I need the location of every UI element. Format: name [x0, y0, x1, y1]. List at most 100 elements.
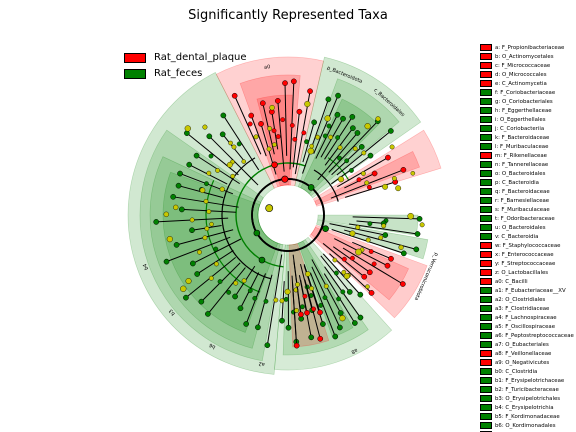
legend-label-dental-plaque: Rat_dental_plaque — [154, 52, 247, 63]
taxa-legend-item: y: F_Streptococcaceae — [480, 259, 576, 268]
taxa-legend-swatch — [480, 368, 492, 375]
taxa-legend-item: s: F_Muribaculaceae — [480, 205, 576, 214]
leaf-node — [194, 271, 201, 277]
internal-node — [350, 255, 355, 261]
taxa-legend-label: d: O_Micrococcales — [495, 71, 547, 78]
clade-label: a0 — [264, 64, 271, 71]
internal-node — [341, 256, 347, 262]
taxa-legend-label: b: O_Actinomycetales — [495, 53, 554, 60]
legend-swatch-green — [124, 68, 146, 79]
taxa-legend-item: l: F_Muribaculaceae — [480, 142, 576, 151]
internal-node — [311, 306, 317, 312]
taxa-legend-label: c: F_Micrococcaceae — [495, 62, 551, 69]
taxa-legend-label: r: F_Barnesiellaceae — [495, 197, 550, 204]
nonsignificant-node — [337, 176, 345, 183]
leaf-node — [350, 125, 356, 131]
internal-node — [283, 296, 289, 302]
taxa-legend-item: b5: F_Kordimonadaceae — [480, 412, 576, 421]
nonsignificant-node — [269, 104, 275, 111]
taxa-legend-label: f: F_Coriobacteriaceae — [495, 89, 556, 96]
internal-node — [300, 304, 305, 310]
leaf-node — [337, 324, 343, 331]
nonsignificant-node — [375, 116, 381, 122]
tree-branch — [166, 236, 231, 263]
internal-node — [279, 298, 285, 304]
internal-node — [328, 134, 333, 140]
leaf-node — [371, 170, 378, 177]
internal-node — [204, 226, 210, 232]
taxa-legend-item: t: F_Odoribacteraceae — [480, 214, 576, 223]
taxa-legend-swatch — [480, 395, 492, 402]
internal-node — [206, 209, 212, 215]
taxa-legend-label: j: C_Coriobacteriia — [495, 125, 545, 132]
taxa-legend-swatch — [480, 224, 492, 231]
leaf-node — [170, 193, 177, 200]
taxa-legend-swatch — [480, 62, 492, 69]
internal-node — [208, 275, 214, 281]
leaf-node — [274, 98, 281, 104]
nonsignificant-node — [184, 125, 191, 132]
taxa-legend-swatch — [480, 125, 492, 132]
taxa-legend-label: m: F_Rikenellaceae — [495, 152, 547, 159]
nonsignificant-node — [230, 173, 236, 179]
internal-node — [309, 286, 315, 291]
nonsignificant-node — [209, 221, 214, 227]
taxa-legend-label: e: C_Actinomycetia — [495, 80, 547, 87]
taxa-legend-label: b0: C_Clostridia — [495, 368, 538, 375]
taxa-legend-swatch — [480, 152, 492, 159]
taxa-legend-item: a4: F_Lachnospiraceae — [480, 313, 576, 322]
taxa-legend-item: a: F_Propionibacteriaceae — [480, 43, 576, 52]
key-internal-node — [307, 184, 315, 191]
leaf-node — [325, 96, 332, 103]
nonsignificant-node — [284, 288, 291, 295]
taxa-legend-item: i: O_Eggerthellales — [480, 115, 576, 124]
leaf-node — [189, 227, 195, 234]
taxa-legend-swatch — [480, 161, 492, 168]
internal-node — [344, 158, 350, 164]
taxa-legend-swatch — [480, 134, 492, 141]
nonsignificant-node — [309, 143, 314, 149]
leaf-node — [231, 92, 238, 99]
tree-branch — [207, 267, 246, 315]
figure-title: Significantly Represented Taxa — [188, 8, 388, 23]
taxa-legend-swatch — [480, 386, 492, 393]
taxa-legend-item: c: F_Micrococcaceae — [480, 61, 576, 70]
taxa-legend-label: p: C_Bacteroidia — [495, 179, 539, 186]
leaf-node — [361, 273, 368, 280]
tree-branch-arc — [313, 169, 339, 202]
nonsignificant-node — [307, 147, 315, 155]
leaf-node — [177, 170, 183, 177]
internal-node — [335, 135, 341, 140]
taxa-legend-item: b0: C_Clostridia — [480, 367, 576, 376]
leaf-node — [349, 114, 356, 120]
tree-branch-arc — [221, 157, 272, 280]
internal-node — [302, 293, 308, 299]
taxa-legend-label: o: O_Bacteroidales — [495, 170, 546, 177]
taxa-legend-item: q: F_Bacteroidaceae — [480, 187, 576, 196]
internal-node — [275, 134, 281, 139]
leaf-node — [285, 324, 292, 331]
taxa-legend-swatch — [480, 170, 492, 177]
taxa-legend-swatch — [480, 215, 492, 222]
taxa-legend-label: g: O_Coriobacteriales — [495, 98, 553, 105]
taxa-legend-label: h: F_Eggerthellaceae — [495, 107, 552, 114]
nonsignificant-node — [419, 222, 425, 228]
leaf-node — [304, 309, 310, 316]
leaf-node — [163, 258, 170, 265]
internal-node — [381, 223, 387, 229]
taxa-legend-label: y: F_Streptococcaceae — [495, 260, 556, 267]
key-internal-node — [271, 161, 278, 169]
taxa-legend-item: h: F_Eggerthellaceae — [480, 106, 576, 115]
taxa-legend-swatch — [480, 359, 492, 366]
internal-node — [295, 282, 300, 287]
legend-swatch-red — [124, 52, 146, 63]
taxa-legend-swatch — [480, 80, 492, 87]
taxa-legend-label: l: F_Muribaculaceae — [495, 143, 549, 150]
taxa-legend-label: v: C_Bacteroidia — [495, 233, 539, 240]
taxa-legend-swatch — [480, 233, 492, 240]
taxa-legend-swatch — [480, 377, 492, 384]
leaf-node — [232, 293, 238, 300]
internal-node — [206, 170, 212, 176]
internal-node — [301, 130, 307, 136]
